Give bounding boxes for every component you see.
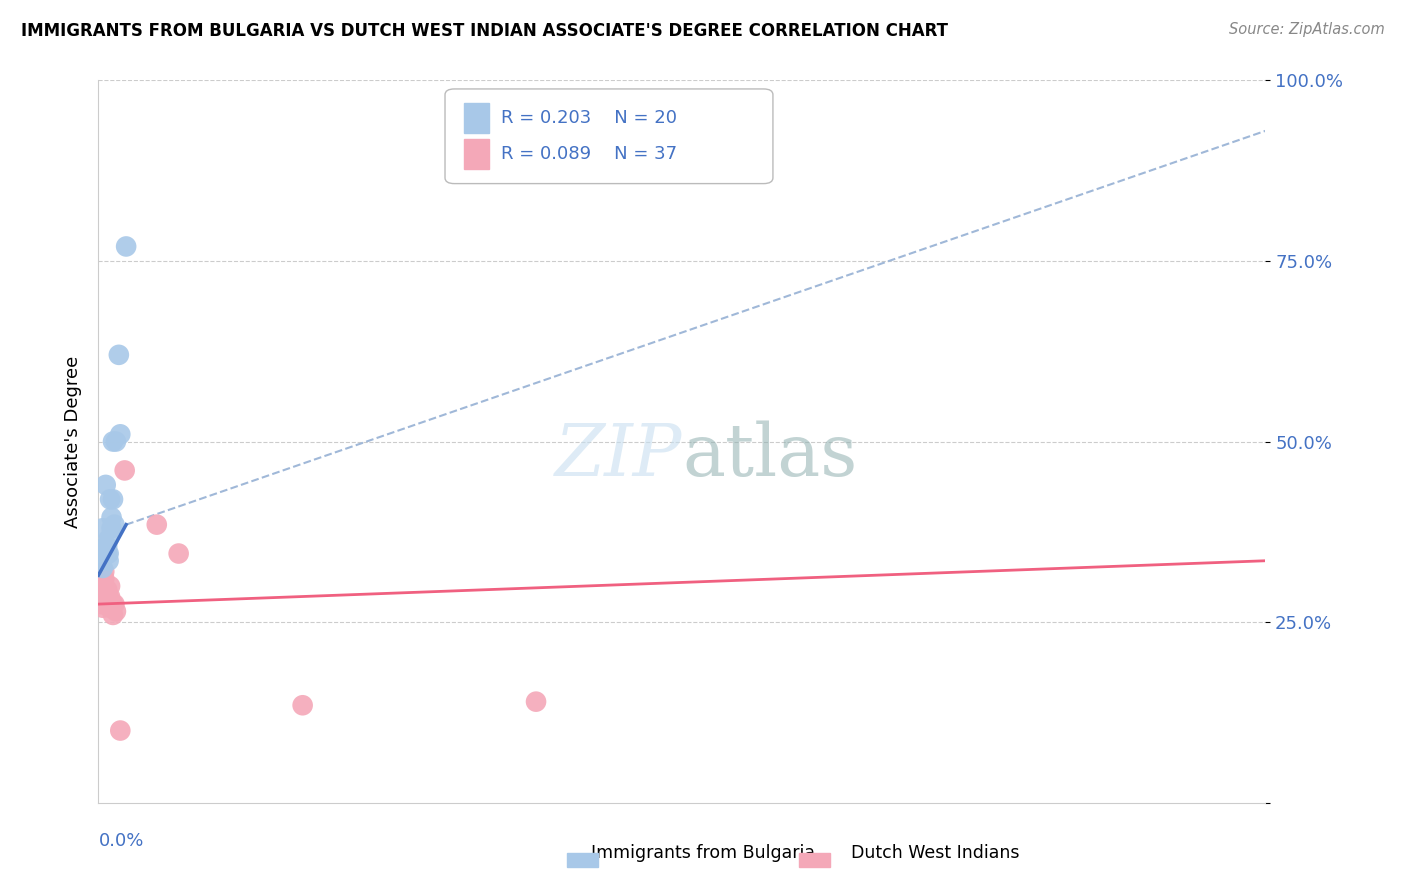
FancyBboxPatch shape [446,89,773,184]
Point [90,586,112,600]
Text: ZIP: ZIP [554,421,682,491]
Point [94,478,117,492]
Text: R = 0.089    N = 37: R = 0.089 N = 37 [501,145,678,163]
Point [93,572,115,586]
Point [98,492,121,507]
Point [167,547,190,561]
Y-axis label: Associate's Degree: Associate's Degree [63,355,82,528]
Text: 0.0%: 0.0% [98,831,143,850]
Point [103,597,125,611]
Point [91,590,114,604]
Point [96,582,118,597]
Point [93,565,115,579]
Text: atlas: atlas [682,421,858,491]
Point [96,547,118,561]
Point [104,604,127,618]
Point [98,600,121,615]
Point [89,586,111,600]
Point [98,579,121,593]
Point [89,572,111,586]
Point [108,348,131,362]
Point [97,532,120,546]
Point [97,590,120,604]
Point [91,521,114,535]
Point [110,723,132,738]
Point [91,600,114,615]
Point [100,600,122,615]
Point [103,517,125,532]
Point [100,521,122,535]
Point [94,539,117,553]
Text: Dutch West Indians: Dutch West Indians [851,844,1019,862]
Point [146,517,169,532]
Text: Immigrants from Bulgaria: Immigrants from Bulgaria [591,844,815,862]
Point [98,590,121,604]
Point [291,698,314,713]
Point [97,554,120,568]
Point [101,597,124,611]
Point [96,539,118,553]
Point [96,590,118,604]
Point [97,597,120,611]
Point [93,582,115,597]
Point [96,597,118,611]
Point [115,239,138,253]
Point [524,695,547,709]
Point [94,582,117,597]
FancyBboxPatch shape [464,139,489,169]
Point [101,607,124,622]
Point [101,492,124,507]
Point [90,597,112,611]
Point [93,597,115,611]
Point [97,597,120,611]
Point [91,593,114,607]
Text: Source: ZipAtlas.com: Source: ZipAtlas.com [1229,22,1385,37]
Point [89,590,111,604]
Point [90,590,112,604]
Point [110,427,132,442]
Point [91,582,114,597]
Text: R = 0.203    N = 20: R = 0.203 N = 20 [501,109,678,127]
Point [91,561,114,575]
Point [104,434,127,449]
Point [97,547,120,561]
Point [101,434,124,449]
Text: IMMIGRANTS FROM BULGARIA VS DUTCH WEST INDIAN ASSOCIATE'S DEGREE CORRELATION CHA: IMMIGRANTS FROM BULGARIA VS DUTCH WEST I… [21,22,948,40]
Point [90,554,112,568]
Point [94,597,117,611]
Point [90,582,112,597]
Point [100,510,122,524]
FancyBboxPatch shape [464,103,489,133]
Point [114,463,136,477]
